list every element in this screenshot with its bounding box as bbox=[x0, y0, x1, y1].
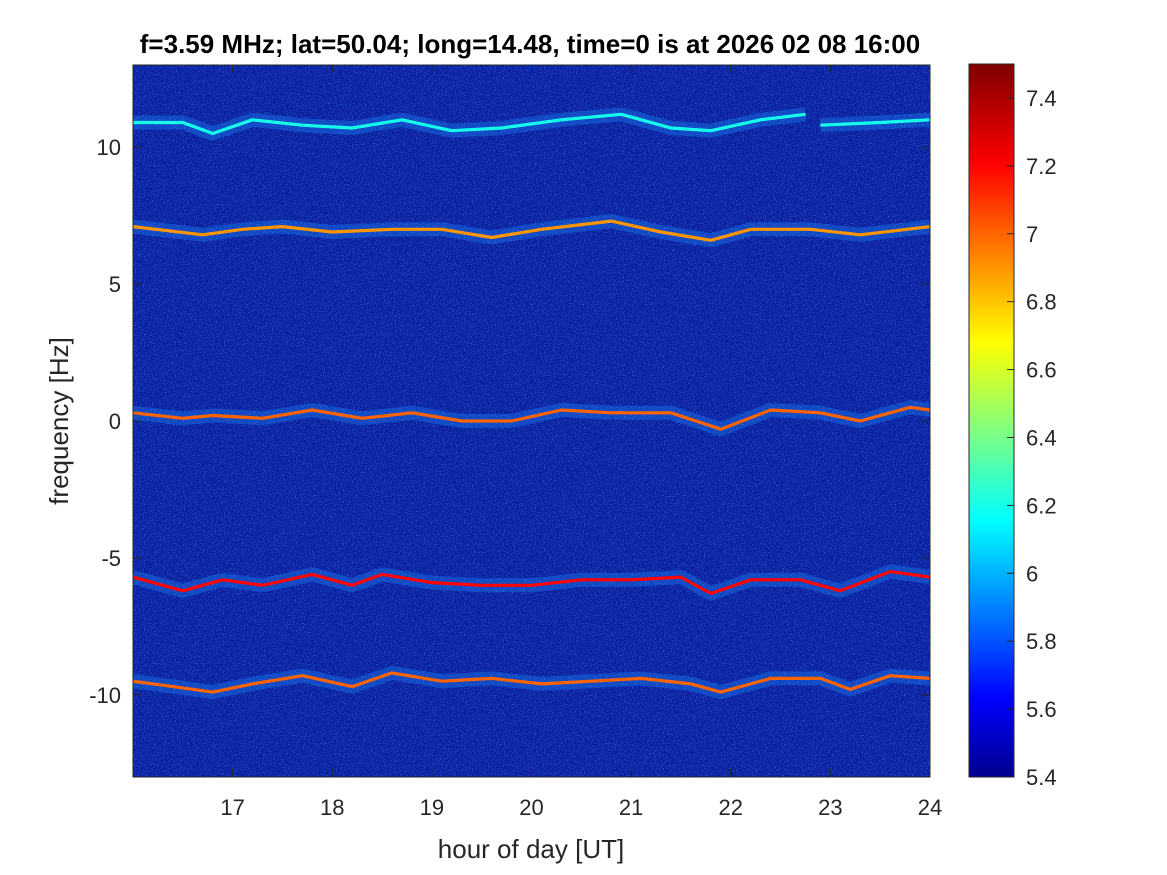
trace-line-4 bbox=[133, 570, 930, 596]
plot-area: 17 18 19 20 21 22 23 24 10 5 0 -5 -10 bbox=[89, 64, 942, 820]
y-tick-label: -5 bbox=[101, 546, 121, 571]
x-tick-label: 17 bbox=[220, 795, 244, 820]
colorbar-tick-label: 6 bbox=[1026, 561, 1038, 586]
x-tick-label: 19 bbox=[420, 795, 444, 820]
x-tick-label: 22 bbox=[719, 795, 743, 820]
colorbar-tick-label: 7.2 bbox=[1026, 154, 1057, 179]
y-axis-ticks: 10 5 0 -5 -10 bbox=[89, 135, 930, 708]
y-tick-label: 10 bbox=[97, 135, 121, 160]
x-tick-label: 21 bbox=[619, 795, 643, 820]
y-tick-label: -10 bbox=[89, 683, 121, 708]
x-tick-label: 23 bbox=[818, 795, 842, 820]
background-noise bbox=[133, 65, 930, 777]
y-tick-label: 5 bbox=[109, 272, 121, 297]
colorbar-gradient bbox=[968, 63, 1015, 778]
trace-line-5 bbox=[133, 671, 930, 694]
colorbar-tick-label: 7.4 bbox=[1026, 86, 1057, 111]
x-tick-label: 18 bbox=[320, 795, 344, 820]
x-tick-label: 24 bbox=[918, 795, 942, 820]
colorbar-ticks: 7.4 7.2 7 6.8 6.6 6.4 6.2 6 5.8 5.6 5.4 bbox=[1007, 86, 1057, 790]
colorbar-tick-label: 6.4 bbox=[1026, 425, 1057, 450]
colorbar-tick-label: 6.2 bbox=[1026, 493, 1057, 518]
x-tick-label: 20 bbox=[519, 795, 543, 820]
x-axis-label: hour of day [UT] bbox=[438, 834, 624, 864]
colorbar-tick-label: 7 bbox=[1026, 222, 1038, 247]
colorbar-tick-label: 5.6 bbox=[1026, 697, 1057, 722]
trace-line-2 bbox=[133, 219, 930, 242]
y-tick-label: 0 bbox=[109, 409, 121, 434]
trace-line-0 bbox=[133, 112, 806, 136]
colorbar-tick-label: 6.8 bbox=[1026, 290, 1057, 315]
chart-title: f=3.59 MHz; lat=50.04; long=14.48, time=… bbox=[140, 29, 920, 59]
trace-line-3 bbox=[133, 405, 930, 431]
colorbar: 7.4 7.2 7 6.8 6.6 6.4 6.2 6 5.8 5.6 5.4 bbox=[968, 63, 1057, 790]
colorbar-tick-label: 5.8 bbox=[1026, 629, 1057, 654]
trace-line-1 bbox=[820, 118, 930, 127]
colorbar-tick-label: 6.6 bbox=[1026, 358, 1057, 383]
colorbar-tick-label: 5.4 bbox=[1026, 765, 1057, 790]
echo-traces bbox=[133, 107, 930, 700]
y-axis-label: frequency [Hz] bbox=[44, 337, 74, 505]
x-axis-ticks: 17 18 19 20 21 22 23 24 bbox=[220, 65, 942, 820]
